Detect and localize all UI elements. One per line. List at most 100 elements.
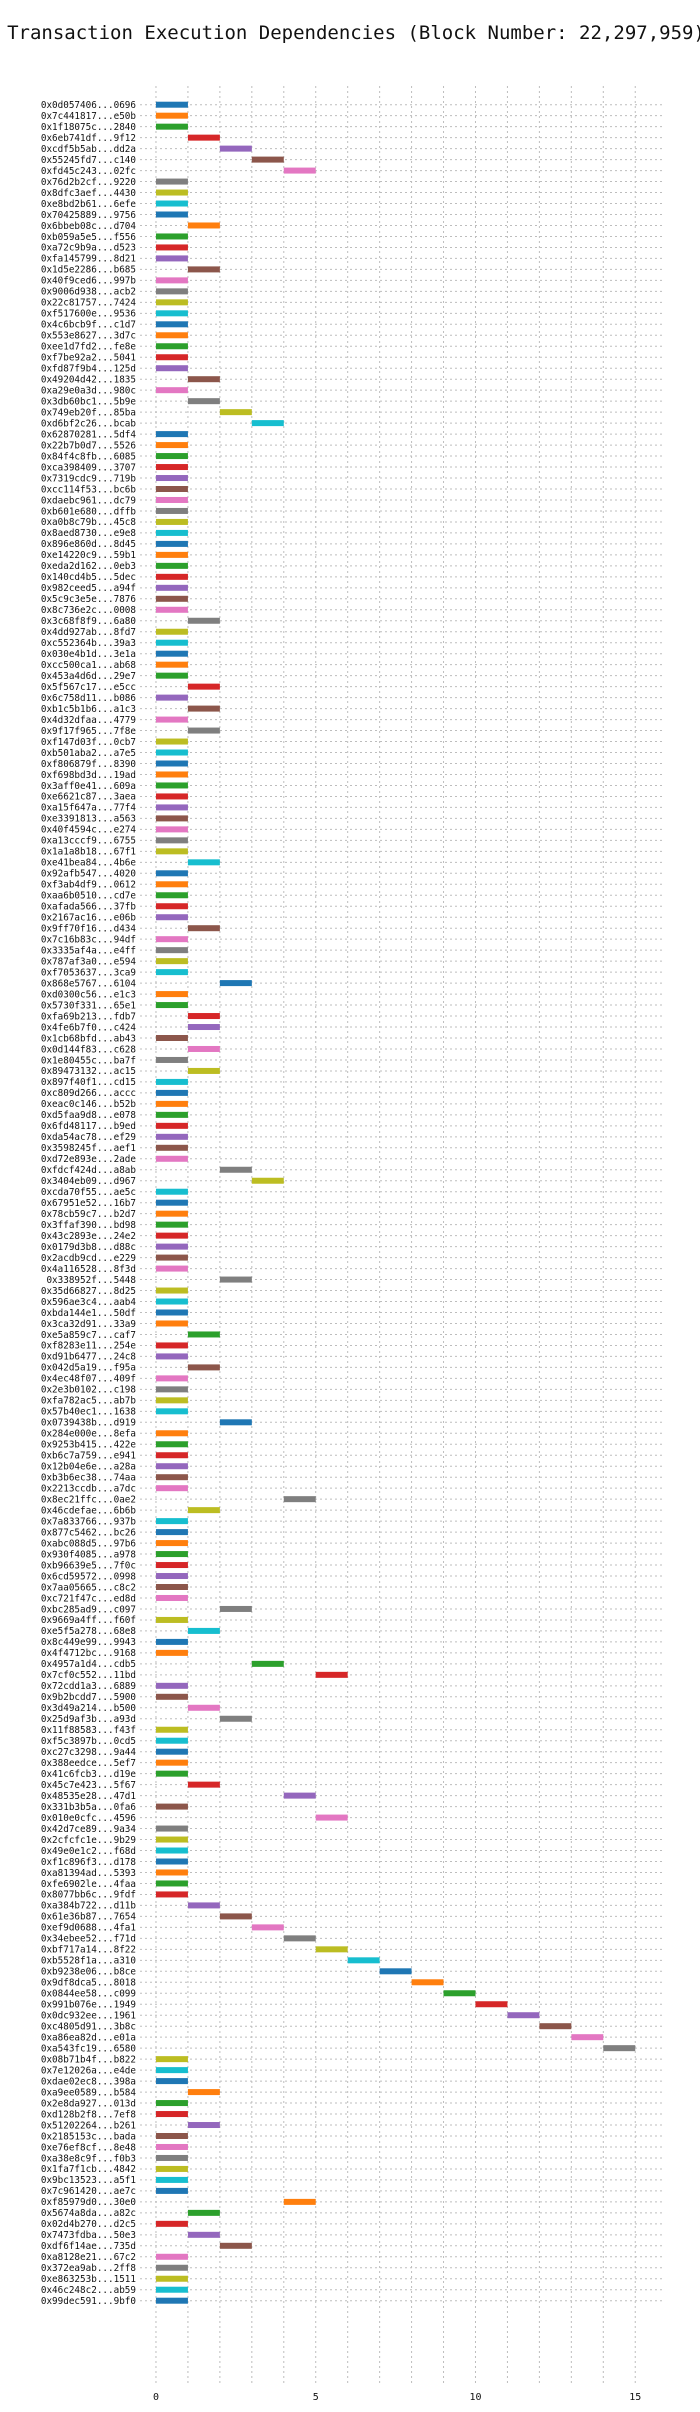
tx-label: 0x8aed8730...e9e8 xyxy=(41,528,136,539)
tx-label: 0x02d4b270...d2c5 xyxy=(41,2219,136,2230)
tx-label: 0x596ae3c4...aab4 xyxy=(41,1297,137,1308)
tx-label: 0xdaebc961...dc79 xyxy=(41,495,136,506)
tx-label: 0xafada566...37fb xyxy=(41,902,137,913)
tx-bar xyxy=(155,464,188,471)
tx-label: 0xe6621c87...3aea xyxy=(41,792,136,803)
tx-bar xyxy=(219,1276,252,1283)
tx-label: 0x9b2bcdd7...5900 xyxy=(41,1692,136,1703)
tx-label: 0xfd87f9b4...125d xyxy=(41,364,136,375)
tx-bar xyxy=(155,815,188,822)
tx-label: 0x2cfcfc1e...9b29 xyxy=(41,1835,136,1846)
tx-label: 0xe863253b...1511 xyxy=(41,2274,136,2285)
tx-bar xyxy=(155,1858,188,1865)
tx-label: 0xf5c3897b...0cd5 xyxy=(41,1736,136,1747)
tx-label: 0x72cdd1a3...6889 xyxy=(41,1681,136,1692)
tx-label: 0xeac0c146...b52b xyxy=(41,1099,137,1110)
tx-label: 0x08b71b4f...b822 xyxy=(41,2054,136,2065)
tx-label: 0x1e80455c...ba7f xyxy=(41,1055,136,1066)
tx-bar xyxy=(155,551,188,558)
tx-bar xyxy=(155,1309,188,1316)
tx-label: 0x46cdefae...6b6b xyxy=(41,1505,137,1516)
tx-bar xyxy=(155,562,188,569)
tx-bar xyxy=(155,529,188,536)
tx-bar xyxy=(155,486,188,492)
tx-bar xyxy=(155,2264,188,2271)
tx-bar xyxy=(155,1770,188,1777)
tx-bar xyxy=(187,1013,220,1020)
tx-label: 0x43c2893e...24e2 xyxy=(41,1231,136,1242)
tx-label: 0xa9ee0589...b584 xyxy=(41,2087,137,2098)
tx-label: 0xdf6f14ae...735d xyxy=(41,2241,136,2252)
tx-label: 0xbda144e1...50df xyxy=(41,1308,136,1319)
tx-label: 0x5730f331...65e1 xyxy=(41,1000,136,1011)
tx-bar xyxy=(315,1946,348,1953)
tx-label: 0x6cd59572...0998 xyxy=(41,1571,136,1582)
tx-label: 0x930f4085...a978 xyxy=(41,1549,136,1560)
tx-bar xyxy=(155,1562,188,1569)
tx-label: 0xb9238e06...b8ce xyxy=(41,1967,137,1978)
tx-bar xyxy=(155,1891,188,1898)
tx-bar xyxy=(155,1254,188,1261)
tx-bar xyxy=(155,2078,188,2085)
tx-bar xyxy=(155,431,188,438)
tx-label: 0x49e0e1c2...f68d xyxy=(41,1846,136,1857)
tx-bar xyxy=(155,2067,188,2074)
tx-label: 0xd0300c56...e1c3 xyxy=(41,989,136,1000)
tx-bar xyxy=(155,354,188,361)
tx-bar xyxy=(155,749,188,756)
tx-label: 0x553e8627...3d7c xyxy=(41,331,136,342)
tx-bar xyxy=(219,1913,252,1920)
tx-label: 0xd5faa9d8...e078 xyxy=(41,1110,136,1121)
tx-label: 0x22b7b0d7...5526 xyxy=(41,440,136,451)
tx-label: 0x0844ee58...c099 xyxy=(41,1989,136,2000)
tx-bar xyxy=(155,507,188,514)
tx-bar xyxy=(155,1529,188,1536)
tx-label: 0xeda2d162...0eb3 xyxy=(41,561,136,572)
tx-bar xyxy=(155,2111,188,2118)
tx-bar xyxy=(155,1726,188,1733)
tx-bar xyxy=(155,837,188,844)
tx-bar xyxy=(155,1144,188,1151)
tx-label: 0xaa6b0510...cd7e xyxy=(41,891,137,902)
tx-label: 0x7a833766...937b xyxy=(41,1516,137,1527)
tx-bar xyxy=(155,1825,188,1832)
tx-label: 0xa15f647a...77f4 xyxy=(41,803,137,814)
tx-bar xyxy=(155,321,188,328)
tx-label: 0xfa145799...8d21 xyxy=(41,254,136,265)
chart-title: Transaction Execution Dependencies (Bloc… xyxy=(7,22,700,44)
tx-bar xyxy=(187,1331,220,1338)
x-tick-label: 5 xyxy=(313,2392,319,2403)
tx-bar xyxy=(155,189,188,196)
tx-bar xyxy=(155,101,188,108)
tx-bar xyxy=(187,2231,220,2238)
tx-label: 0x2185153c...bada xyxy=(41,2131,136,2142)
tx-label: 0x8ec21ffc...0ae2 xyxy=(41,1494,136,1505)
tx-bar xyxy=(155,123,188,130)
tx-bar xyxy=(155,255,188,262)
tx-label: 0x92afb547...4020 xyxy=(41,869,136,880)
tx-label: 0xb601e680...dffb xyxy=(41,506,137,517)
tx-label: 0x331b3b5a...0fa6 xyxy=(41,1802,136,1813)
tx-bar xyxy=(155,716,188,723)
tx-label: 0x40f4594c...e274 xyxy=(41,825,137,836)
tx-bar xyxy=(155,1759,188,1766)
tx-label: 0x3aff0e41...609a xyxy=(41,781,136,792)
tx-bar xyxy=(155,2154,188,2161)
tx-label: 0x140cd4b5...5dec xyxy=(41,572,136,583)
tx-bar xyxy=(155,1265,188,1272)
tx-label: 0xd6bf2c26...bcab xyxy=(41,418,137,429)
tx-bar xyxy=(155,947,188,954)
tx-label: 0xdae02ec8...398a xyxy=(41,2076,136,2087)
tx-label: 0x9f17f965...7f8e xyxy=(41,726,137,737)
tx-label: 0xc552364b...39a3 xyxy=(41,638,136,649)
tx-bar xyxy=(219,1419,252,1426)
tx-label: 0x0179d3b8...d88c xyxy=(41,1242,136,1253)
tx-label: 0x34ebee52...f71d xyxy=(41,1934,136,1945)
tx-bar xyxy=(155,1682,188,1689)
tx-label: 0x61e36b87...7654 xyxy=(41,1912,137,1923)
tx-bar xyxy=(155,1573,188,1580)
tx-bar xyxy=(187,925,220,932)
tx-bar xyxy=(155,672,188,679)
tx-bar xyxy=(155,639,188,646)
tx-label: 0xbc285ad9...c097 xyxy=(41,1604,136,1615)
